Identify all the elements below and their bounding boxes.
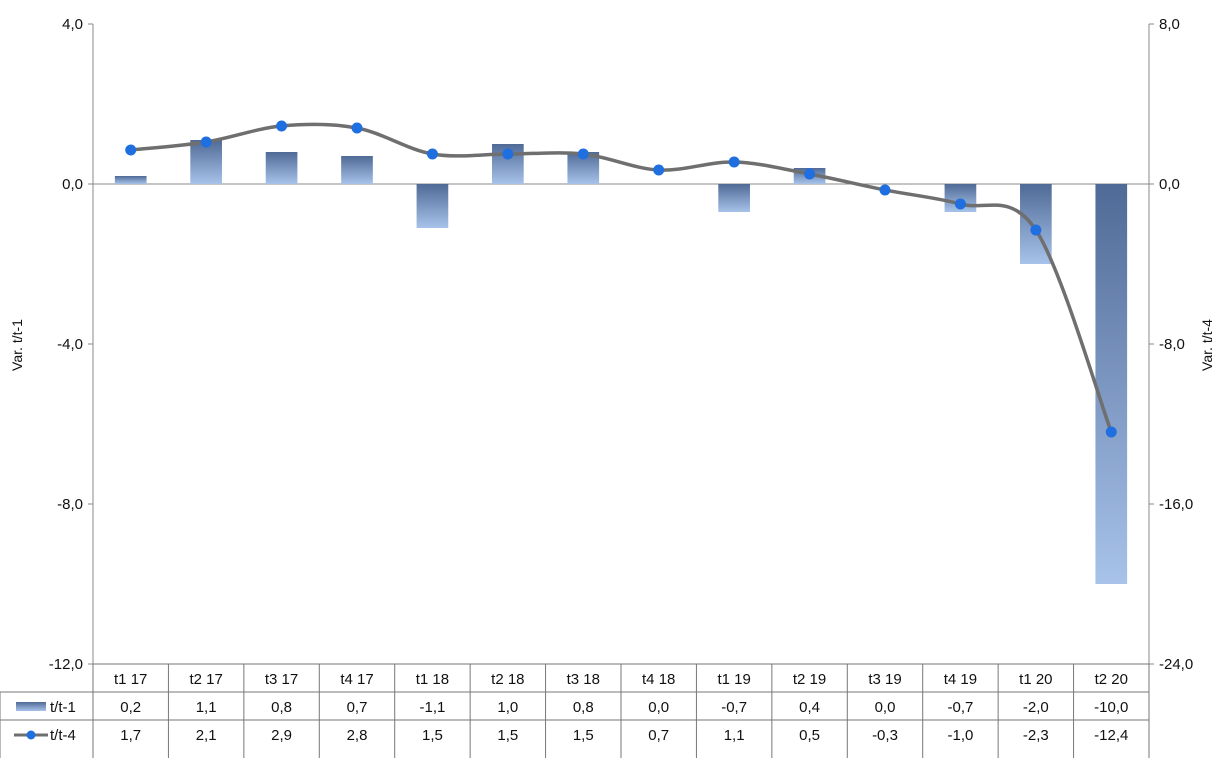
category-label: t1 19 — [717, 671, 750, 688]
data-label-tt1: 1,1 — [196, 699, 217, 716]
bar-t4-17 — [341, 156, 373, 184]
category-label: t2 20 — [1095, 671, 1128, 688]
y-tick-label-left: -8,0 — [57, 496, 83, 513]
y-axis-label-left: Var. t/t-1 — [9, 319, 25, 371]
category-label: t3 17 — [265, 671, 298, 688]
data-label-tt1: 1,0 — [497, 699, 518, 716]
data-label-tt1: 0,0 — [875, 699, 896, 716]
data-label-tt4: 2,8 — [347, 727, 368, 744]
data-table: t1 17 t2 17 t3 17 t4 17 t1 18 t2 18 t3 18 t4 18… — [0, 663, 1150, 758]
legend-label-tt1: t/t-1 — [50, 699, 76, 716]
data-label-tt1: 0,7 — [347, 699, 368, 716]
y-tick-label-right: -16,0 — [1159, 496, 1193, 513]
data-label-tt1: 0,8 — [271, 699, 292, 716]
line-point-t1-17 — [125, 144, 137, 156]
data-label-tt1: -1,1 — [419, 699, 445, 716]
data-label-tt1: 0,0 — [648, 699, 669, 716]
category-label: t4 17 — [340, 671, 373, 688]
bar-t1-17 — [114, 176, 147, 184]
y-tick-label-left: 4,0 — [62, 16, 83, 33]
data-label-tt4: -12,4 — [1094, 727, 1128, 744]
line-point-t2-19 — [804, 168, 816, 180]
line-point-t1-19 — [728, 156, 740, 168]
axes: 4,0 0,0 -4,0 -8,0 -12,0 8,0 0,0 -8,0 -16,0 -24,0 — [49, 16, 1193, 673]
bar-t1-19 — [718, 184, 750, 212]
category-label: t1 17 — [114, 671, 147, 688]
data-label-tt4: 1,5 — [497, 727, 518, 744]
line-point-t1-20 — [1030, 224, 1042, 236]
line-point-t3-18 — [577, 148, 589, 160]
data-label-tt4: -2,3 — [1023, 727, 1049, 744]
data-label-tt1: 0,2 — [120, 699, 141, 716]
y-axis-label-right: Var. t/t-4 — [1199, 319, 1215, 371]
line-point-t4-17 — [351, 122, 363, 134]
data-label-tt4: 1,7 — [120, 727, 141, 744]
data-label-tt1: 0,8 — [573, 699, 594, 716]
line-point-t1-18 — [426, 148, 438, 160]
line-point-t4-19 — [954, 198, 966, 210]
legend-key-tt4-marker — [26, 730, 36, 740]
category-label: t4 18 — [642, 671, 675, 688]
line-point-t2-18 — [502, 148, 514, 160]
category-label: t3 18 — [567, 671, 600, 688]
y-tick-label-left: 0,0 — [62, 176, 83, 193]
data-label-tt4: 2,1 — [196, 727, 217, 744]
legend-label-tt4: t/t-4 — [50, 727, 76, 744]
category-label: t2 17 — [189, 671, 222, 688]
category-label: t1 20 — [1019, 671, 1052, 688]
data-label-tt1: -2,0 — [1023, 699, 1049, 716]
y-tick-label-right: 8,0 — [1159, 16, 1180, 33]
data-label-tt4: -0,3 — [872, 727, 898, 744]
line-point-t4-18 — [653, 164, 665, 176]
category-label: t4 19 — [944, 671, 977, 688]
category-label: t3 19 — [868, 671, 901, 688]
category-label: t2 18 — [491, 671, 524, 688]
category-label: t1 18 — [416, 671, 449, 688]
data-label-tt4: 0,5 — [799, 727, 820, 744]
y-tick-label-left: -4,0 — [57, 336, 83, 353]
data-label-tt4: 1,5 — [573, 727, 594, 744]
y-tick-label-right: -8,0 — [1159, 336, 1185, 353]
line-point-t3-19 — [879, 184, 891, 196]
bar-t2-20 — [1095, 184, 1128, 584]
y-tick-label-right: -24,0 — [1159, 656, 1193, 673]
legend-key-tt1 — [16, 702, 46, 711]
data-label-tt4: 2,9 — [271, 727, 292, 744]
bar-t1-18 — [416, 184, 449, 228]
data-label-tt1: 0,4 — [799, 699, 820, 716]
line-path — [128, 122, 1114, 434]
axis-labels: Var. t/t-1 Var. t/t-4 — [9, 319, 1215, 371]
line-point-t3-17 — [276, 120, 288, 132]
line-point-t2-20 — [1105, 426, 1117, 438]
y-tick-label-left: -12,0 — [49, 656, 83, 673]
data-label-tt4: 1,1 — [724, 727, 745, 744]
data-label-tt1: -10,0 — [1094, 699, 1128, 716]
data-label-tt1: -0,7 — [947, 699, 973, 716]
y-tick-label-right: 0,0 — [1159, 176, 1180, 193]
bar-t3-17 — [265, 152, 298, 184]
data-label-tt4: 0,7 — [648, 727, 669, 744]
data-label-tt4: 1,5 — [422, 727, 443, 744]
line-series-tt4 — [125, 120, 1117, 438]
data-label-tt4: -1,0 — [947, 727, 973, 744]
data-label-tt1: -0,7 — [721, 699, 747, 716]
line-point-t2-17 — [200, 136, 212, 148]
category-label: t2 19 — [793, 671, 826, 688]
